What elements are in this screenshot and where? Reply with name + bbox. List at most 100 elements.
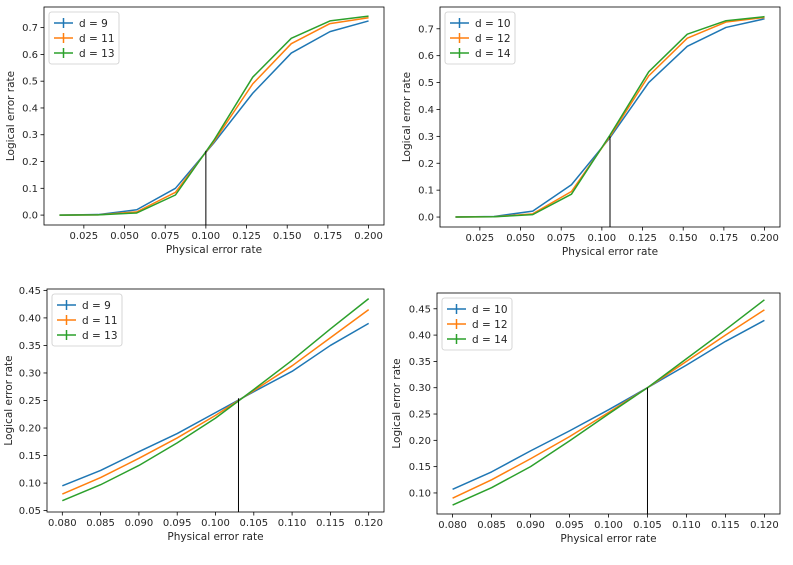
y-tick-label: 0.4: [22, 103, 38, 114]
x-tick-label: 0.175: [710, 233, 739, 244]
legend-entry: d = 12: [475, 33, 511, 45]
x-tick-label: 0.085: [477, 520, 506, 531]
y-tick-label: 0.25: [409, 410, 431, 421]
x-tick-label: 0.095: [163, 518, 192, 529]
y-tick-label: 0.40: [19, 313, 41, 324]
x-tick-label: 0.115: [711, 520, 740, 531]
series-line-1: [59, 20, 369, 216]
legend-entry: d = 11: [79, 33, 115, 45]
y-tick-label: 0.25: [19, 396, 41, 407]
y-axis-label: Logical error rate: [5, 71, 17, 161]
y-tick-label: 0.5: [22, 77, 38, 88]
y-axis-label: Logical error rate: [3, 355, 15, 445]
y-tick-label: 0.45: [19, 286, 41, 297]
series-line-2: [62, 309, 370, 495]
x-tick-label: 0.025: [70, 231, 99, 242]
y-tick-label: 0.1: [22, 184, 38, 195]
x-tick-label: 0.090: [125, 518, 154, 529]
y-tick-label: 0.2: [22, 157, 38, 168]
x-axis-label: Physical error rate: [562, 246, 658, 258]
x-tick-label: 0.050: [506, 233, 535, 244]
y-tick-label: 0.0: [418, 213, 434, 224]
y-tick-label: 0.05: [19, 506, 41, 517]
series-line-3: [452, 299, 765, 506]
y-tick-label: 0.7: [22, 23, 38, 34]
y-tick-label: 0.15: [409, 462, 431, 473]
legend-box: [441, 297, 513, 351]
x-tick-label: 0.100: [588, 233, 617, 244]
legend-entry: d = 12: [472, 319, 508, 331]
y-tick-label: 0.10: [409, 488, 431, 499]
y-tick-label: 0.15: [19, 451, 41, 462]
legend-entry: d = 14: [475, 48, 511, 60]
legend-entry: d = 9: [82, 300, 111, 312]
legend-box: [444, 11, 516, 65]
x-tick-label: 0.075: [151, 231, 180, 242]
y-tick-label: 0.45: [409, 304, 431, 315]
chart-panel-bottom-right: 0.080 0.085 0.090 0.095 0.100 0.105 0.110 0.115…: [391, 292, 781, 545]
series-line-3: [59, 15, 369, 216]
y-tick-label: 0.30: [19, 368, 41, 379]
y-tick-label: 0.1: [418, 186, 434, 197]
x-tick-label: 0.050: [110, 231, 139, 242]
x-tick-label: 0.200: [750, 233, 779, 244]
x-axis-label: Physical error rate: [560, 533, 656, 545]
y-tick-label: 0.6: [418, 51, 434, 62]
x-axis-label: Physical error rate: [166, 244, 262, 256]
y-tick-label: 0.10: [19, 479, 41, 490]
legend-entry: d = 13: [82, 330, 118, 342]
series-line-1: [452, 319, 765, 490]
x-tick-label: 0.120: [750, 520, 779, 531]
x-tick-label: 0.025: [466, 233, 495, 244]
y-axis-label: Logical error rate: [391, 358, 403, 448]
legend: d = 10 d = 12 d = 14: [441, 297, 513, 351]
y-tick-label: 0.20: [409, 436, 431, 447]
legend-entry: d = 10: [472, 304, 508, 316]
y-tick-label: 0.2: [418, 159, 434, 170]
y-tick-label: 0.3: [418, 132, 434, 143]
axes-frame: [43, 6, 385, 226]
y-tick-label: 0.40: [409, 331, 431, 342]
x-tick-label: 0.200: [354, 231, 383, 242]
chart-panel-top-right: 0.025 0.050 0.075 0.100 0.125 0.150 0.175 0.200…: [401, 6, 781, 258]
x-tick-label: 0.085: [86, 518, 115, 529]
y-tick-label: 0.20: [19, 424, 41, 435]
x-tick-label: 0.100: [594, 520, 623, 531]
legend-entry: d = 14: [472, 334, 508, 346]
legend: d = 9 d = 11 d = 13: [51, 293, 123, 347]
legend-entry: d = 10: [475, 18, 511, 30]
y-axis-label: Logical error rate: [401, 72, 413, 162]
y-tick-label: 0.7: [418, 24, 434, 35]
x-tick-label: 0.105: [633, 520, 662, 531]
legend-box: [51, 293, 123, 347]
y-tick-label: 0.4: [418, 105, 434, 116]
x-tick-label: 0.150: [273, 231, 302, 242]
x-tick-label: 0.075: [547, 233, 576, 244]
series-line-2: [452, 309, 765, 499]
y-tick-label: 0.6: [22, 50, 38, 61]
x-tick-label: 0.115: [316, 518, 345, 529]
legend-entry: d = 11: [82, 315, 118, 327]
x-tick-label: 0.175: [314, 231, 343, 242]
x-tick-label: 0.125: [232, 231, 261, 242]
y-tick-label: 0.35: [409, 357, 431, 368]
chart-panel-bottom-left: 0.080 0.085 0.090 0.095 0.100 0.105 0.110 0.115…: [3, 286, 385, 543]
y-tick-label: 0.35: [19, 341, 41, 352]
x-tick-label: 0.100: [201, 518, 230, 529]
x-axis-label: Physical error rate: [167, 531, 263, 543]
series-line-3: [455, 15, 765, 218]
legend-entry: d = 13: [79, 48, 115, 60]
y-tick-label: 0.3: [22, 130, 38, 141]
x-tick-label: 0.080: [438, 520, 467, 531]
series-line-1: [62, 322, 370, 487]
x-tick-label: 0.110: [278, 518, 307, 529]
series-line-3: [62, 298, 370, 502]
x-tick-label: 0.095: [555, 520, 584, 531]
legend: d = 10 d = 12 d = 14: [444, 11, 516, 65]
chart-panel-top-left: 0.025 0.050 0.075 0.100 0.125 0.150 0.175 0.200…: [5, 6, 385, 256]
legend-entry: d = 9: [79, 18, 108, 30]
x-tick-label: 0.100: [192, 231, 221, 242]
x-tick-label: 0.110: [672, 520, 701, 531]
y-tick-label: 0.5: [418, 78, 434, 89]
